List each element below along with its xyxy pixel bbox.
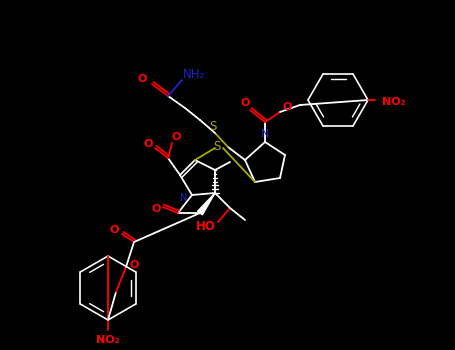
Polygon shape xyxy=(197,193,215,215)
Text: O: O xyxy=(172,132,181,142)
Text: O: O xyxy=(109,225,119,235)
Text: O: O xyxy=(129,260,139,270)
Text: O: O xyxy=(137,74,147,84)
Text: O: O xyxy=(282,102,292,112)
Text: N: N xyxy=(180,193,187,203)
Text: O: O xyxy=(240,98,250,108)
Text: S: S xyxy=(209,119,217,133)
Text: O: O xyxy=(143,139,153,149)
Text: NO₂: NO₂ xyxy=(96,335,120,345)
Text: NO₂: NO₂ xyxy=(382,97,406,107)
Text: O: O xyxy=(152,204,161,214)
Text: HO: HO xyxy=(196,220,216,233)
Text: NH₂: NH₂ xyxy=(183,69,205,82)
Text: S: S xyxy=(213,140,221,153)
Text: N: N xyxy=(261,129,269,139)
